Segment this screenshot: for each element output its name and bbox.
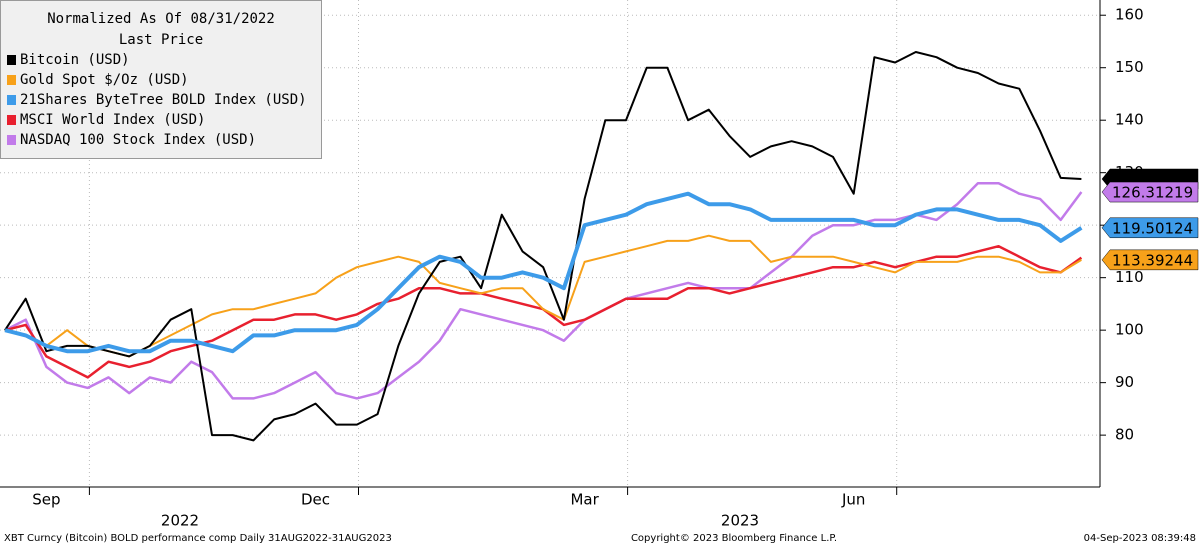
series-line: [4, 181, 1083, 400]
x-tick-label: Dec: [301, 491, 330, 509]
legend-label: Bitcoin (USD): [20, 52, 130, 68]
plot-area: [0, 0, 1100, 487]
series-line: [4, 191, 1083, 354]
legend-swatch: [7, 75, 16, 85]
x-tick-label: Mar: [570, 491, 599, 509]
series-line: [4, 51, 1082, 442]
legend-swatch: [7, 135, 16, 145]
end-label: 119.50124: [1112, 219, 1193, 237]
legend-label: MSCI World Index (USD): [20, 112, 205, 128]
year-label: 2022: [161, 512, 199, 530]
y-tick-label: 90: [1115, 373, 1134, 391]
end-label-box: [1101, 217, 1199, 239]
end-label: 113.39244: [1112, 251, 1193, 269]
y-tick-label: 160: [1115, 6, 1144, 24]
legend-subtitle: Last Price: [119, 32, 203, 48]
legend-box: [0, 0, 322, 159]
footer-right: 04-Sep-2023 08:39:48: [1084, 533, 1196, 544]
legend-swatch: [7, 55, 16, 65]
end-label: 126.31219: [1112, 184, 1193, 202]
year-label: 2023: [721, 512, 759, 530]
y-tick-label: 150: [1115, 58, 1144, 76]
y-tick-label: 80: [1115, 426, 1134, 444]
y-tick-label: 110: [1115, 268, 1144, 286]
end-label-box: [1101, 249, 1199, 271]
end-label-box: [1101, 181, 1199, 203]
legend: Normalized As Of 08/31/2022 Last Price B…: [0, 0, 322, 159]
x-tick-label: Sep: [32, 491, 60, 509]
x-tick-label: Jun: [841, 491, 865, 509]
legend-swatch: [7, 95, 16, 105]
legend-swatch: [7, 115, 16, 125]
footer-center: Copyright© 2023 Bloomberg Finance L.P.: [631, 533, 837, 544]
legend-label: NASDAQ 100 Stock Index (USD): [20, 132, 256, 148]
y-tick-label: 100: [1115, 321, 1144, 339]
series-line: [4, 234, 1082, 358]
legend-label: Gold Spot $/Oz (USD): [20, 72, 189, 88]
legend-label: 21Shares ByteTree BOLD Index (USD): [20, 92, 307, 108]
y-tick-label: 140: [1115, 111, 1144, 129]
footer-left: XBT Curncy (Bitcoin) BOLD performance co…: [4, 533, 392, 544]
legend-title: Normalized As Of 08/31/2022: [47, 11, 275, 27]
